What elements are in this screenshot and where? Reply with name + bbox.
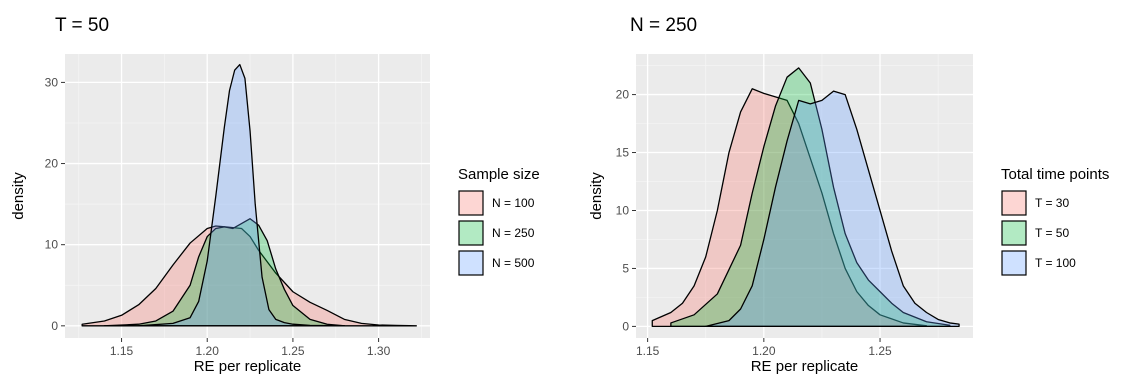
legend-key-swatch (1001, 190, 1027, 216)
legend-label: N = 500 (492, 256, 535, 270)
legend: Total time points T = 30 T = 50 T = 100 (1001, 166, 1109, 276)
legend-label: N = 250 (492, 226, 535, 240)
legend-key-swatch (458, 250, 484, 276)
legend-key-bg (1001, 190, 1027, 216)
y-tick-label: 0 (51, 319, 58, 333)
y-tick-label: 30 (45, 75, 59, 89)
x-tick-label: 1.30 (367, 344, 391, 358)
chart-panel-1: 1.15 1.20 1.25 1.30 0 10 20 30 T = 50 RE per repl… (10, 15, 540, 375)
legend-key-swatch (1001, 250, 1027, 276)
y-tick-label: 20 (616, 88, 630, 102)
chart-title: N = 250 (630, 15, 697, 36)
plot-panel (636, 54, 973, 338)
y-tick-label: 15 (616, 146, 630, 160)
y-tick-label: 20 (45, 157, 59, 171)
density-area-3 (705, 90, 960, 328)
legend-label: N = 100 (492, 196, 535, 210)
x-axis-title: RE per replicate (194, 358, 302, 375)
y-tick-label: 10 (45, 238, 59, 252)
x-tick-label: 1.15 (110, 344, 134, 358)
legend-key-bg (458, 250, 484, 276)
density-area-2 (103, 218, 345, 327)
density-area-1 (651, 88, 928, 328)
density-area-2 (670, 67, 951, 328)
chart-title: T = 50 (55, 15, 109, 36)
x-tick-label: 1.20 (196, 344, 220, 358)
y-tick-label: 0 (622, 319, 629, 333)
legend-key-bg (458, 220, 484, 246)
chart-panel-2: 1.15 1.20 1.25 0 5 10 15 20 N = 250 RE per replic… (588, 15, 1109, 375)
density-area-1 (81, 225, 417, 327)
x-tick-label: 1.20 (752, 344, 776, 358)
x-axis-title: RE per replicate (751, 358, 859, 375)
legend: Sample size N = 100 N = 250 N = 500 (458, 166, 540, 276)
legend-key-swatch (1001, 220, 1027, 246)
y-tick-label: 10 (616, 203, 630, 217)
x-tick-label: 1.25 (868, 344, 892, 358)
x-tick-label: 1.15 (636, 344, 660, 358)
legend-title: Sample size (458, 166, 540, 183)
legend-key-bg (1001, 250, 1027, 276)
legend-label: T = 100 (1035, 256, 1076, 270)
legend-title: Total time points (1001, 166, 1109, 183)
y-tick-label: 5 (622, 261, 629, 275)
y-axis-title: density (588, 172, 605, 220)
legend-label: T = 30 (1035, 196, 1069, 210)
legend-key-bg (458, 190, 484, 216)
density-area-3 (138, 63, 345, 327)
legend-key-bg (1001, 220, 1027, 246)
legend-key-swatch (458, 190, 484, 216)
y-axis-title: density (10, 172, 27, 220)
legend-label: T = 50 (1035, 226, 1069, 240)
legend-key-swatch (458, 220, 484, 246)
x-tick-label: 1.25 (281, 344, 305, 358)
